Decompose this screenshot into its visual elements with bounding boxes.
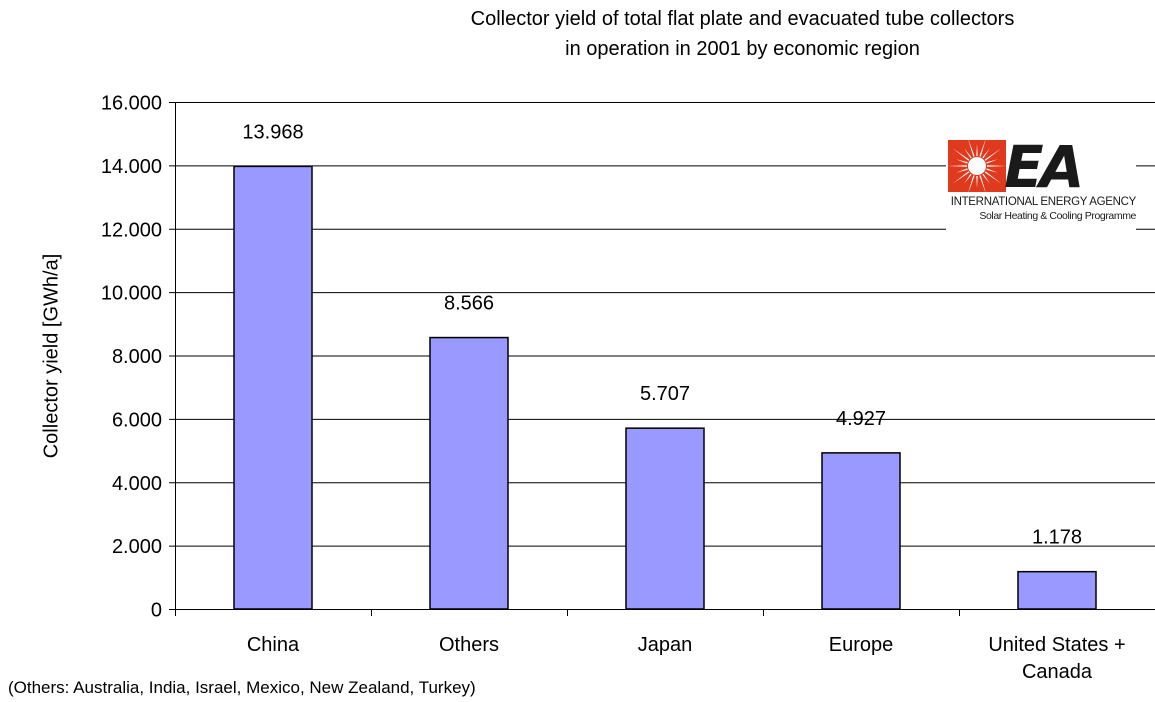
data-label: 1.178 — [1032, 527, 1082, 549]
sun-ray — [984, 171, 1002, 184]
x-tick-label: Canada — [1022, 661, 1093, 683]
sun-ray — [982, 173, 990, 184]
sun-ray — [964, 148, 972, 159]
y-tick-label: 16.000 — [101, 93, 162, 115]
bar — [821, 452, 901, 610]
sun-ray — [979, 175, 986, 192]
y-tick-label: 10.000 — [101, 283, 162, 305]
bar — [429, 336, 509, 610]
sun-ray — [952, 171, 970, 184]
sun-burst-icon — [948, 140, 1006, 192]
y-tick-label: 0 — [151, 600, 162, 622]
y-tick-label: 14.000 — [101, 156, 162, 178]
data-labels: 13.968 8.566 5.707 4.927 1.178 — [242, 121, 1082, 548]
x-tick-label: Europe — [829, 634, 894, 656]
x-tick-label: Others — [439, 634, 499, 656]
bar — [625, 427, 705, 610]
footnote: (Others: Australia, India, Israel, Mexic… — [8, 678, 476, 697]
sun-ray — [968, 140, 975, 157]
data-label: 8.566 — [444, 293, 494, 315]
sun-ray — [987, 165, 1006, 167]
sun-ray — [964, 173, 972, 184]
logo-letters: EA — [1004, 133, 1084, 201]
data-label: 5.707 — [640, 383, 690, 405]
sun-ray — [948, 165, 967, 167]
data-label: 13.968 — [242, 121, 303, 143]
chart-title-line-2: in operation in 2001 by economic region — [565, 38, 920, 60]
sun-ray — [968, 175, 975, 192]
bars — [233, 165, 1097, 610]
sun-ray — [956, 159, 968, 164]
gridlines — [175, 102, 1155, 547]
sun-ray — [986, 168, 998, 173]
bar — [233, 165, 313, 610]
data-label: 4.927 — [836, 408, 886, 430]
x-tick-label: Japan — [638, 634, 693, 656]
sun-ray — [952, 148, 970, 161]
sun-ray — [979, 140, 986, 157]
y-tick-label: 6.000 — [112, 409, 162, 431]
chart-title-line-1: Collector yield of total flat plate and … — [470, 8, 1015, 30]
sun-ray — [986, 159, 998, 164]
logo-programme-name: Solar Heating & Cooling Programme — [979, 210, 1136, 222]
sun-ray — [982, 148, 990, 159]
sun-ray — [976, 144, 978, 156]
sun-ray — [984, 148, 1002, 161]
y-tick-label: 2.000 — [112, 536, 162, 558]
x-tick-label: China — [247, 634, 300, 656]
bar — [1017, 570, 1097, 610]
sun-ray — [976, 176, 978, 188]
y-tick-label: 4.000 — [112, 473, 162, 495]
y-tick-label: 8.000 — [112, 346, 162, 368]
logo-agency-name: INTERNATIONAL ENERGY AGENCY — [950, 196, 1137, 208]
x-tick-label: United States + — [988, 634, 1125, 656]
sun-ray — [956, 168, 968, 173]
axes: 0 2.000 4.000 6.000 8.000 10.000 12.000 14.000 1… — [101, 93, 1155, 683]
iea-logo: EA INTERNATIONAL ENERGY AGENCY Solar Hea… — [946, 138, 1136, 230]
y-tick-label: 12.000 — [101, 219, 162, 241]
y-axis-label: Collector yield [GWh/a] — [40, 253, 63, 459]
